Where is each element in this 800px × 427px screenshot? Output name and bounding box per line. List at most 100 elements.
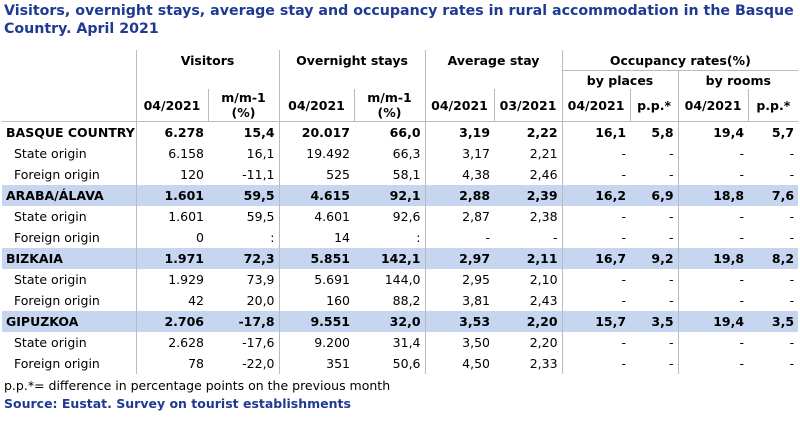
table-cell: -: [424, 227, 495, 248]
col-visitors-0421: 04/2021: [135, 89, 208, 122]
table-row: Foreign origin 42 20,0 160 88,2 3,81 2,43- - - -: [2, 290, 798, 311]
table-cell: -: [677, 206, 749, 227]
table-cell: 4,38: [424, 164, 495, 185]
table-cell: 1.601: [135, 206, 208, 227]
table-cell: 0: [135, 227, 208, 248]
table-cell: 6.158: [135, 143, 208, 164]
table-cell: 2,87: [424, 206, 495, 227]
table-cell: 3,5: [630, 311, 679, 332]
table-cell: -: [669, 167, 674, 182]
table-cell: -: [789, 293, 795, 308]
origin-label: Foreign origin: [14, 167, 100, 182]
table-cell: 2,21: [529, 146, 558, 161]
table-cell: -: [561, 332, 631, 353]
table-cell: 1.929: [135, 269, 208, 290]
table-cell: -: [789, 335, 795, 350]
table-cell: -: [561, 164, 631, 185]
table-cell: 19.492: [278, 143, 355, 164]
footnote: p.p.*= difference in percentage points o…: [4, 378, 391, 393]
table-cell: 15,4: [208, 121, 280, 143]
table-cell: 92,1: [354, 185, 426, 206]
table-cell: -: [561, 227, 631, 248]
table-cell: -: [669, 146, 674, 161]
table-cell: 7,6: [748, 185, 799, 206]
table-cell: 19,8: [677, 248, 749, 269]
table-cell: 3,53: [424, 311, 495, 332]
table-cell: 120: [135, 164, 208, 185]
statistics-table: Visitors Overnight stays Average stay Oc…: [2, 50, 799, 374]
table-cell: -: [669, 293, 674, 308]
table-cell: 5,7: [748, 121, 799, 143]
table-cell: -: [669, 335, 674, 350]
region-row: GIPUZKOA 2.706 -17,8 9.551 32,0 3,53 2,20 15,7 3…: [2, 311, 799, 332]
table-cell: :: [416, 230, 421, 245]
table-cell: 5,8: [630, 121, 679, 143]
table-cell: 59,5: [246, 209, 275, 224]
table-cell: 4,50: [424, 353, 495, 374]
table-cell: -: [677, 332, 749, 353]
table-cell: 2,20: [494, 311, 563, 332]
region-label: ARABA/ÁLAVA: [2, 185, 136, 206]
table-title: Visitors, overnight stays, average stay …: [4, 3, 794, 37]
table-cell: 14: [278, 227, 355, 248]
table-cell: 18,8: [677, 185, 749, 206]
table-row: Foreign origin 120 -11,1 525 58,1 4,38 2,46- - -…: [2, 164, 798, 185]
table-cell: 58,1: [392, 167, 421, 182]
table-cell: -: [789, 146, 795, 161]
table-cell: 9,2: [630, 248, 679, 269]
table-cell: -: [561, 206, 631, 227]
table-cell: 6,9: [630, 185, 679, 206]
table-cell: 9.200: [278, 332, 355, 353]
table-cell: 2.628: [135, 332, 208, 353]
col-places-0421: 04/2021: [561, 89, 631, 122]
table-cell: 50,6: [392, 356, 421, 371]
table-cell: -: [789, 230, 795, 245]
col-avg-0421: 04/2021: [424, 89, 495, 122]
region-row: BASQUE COUNTRY 6.278 15,4 20.017 66,0 3,19 2,2…: [2, 121, 799, 143]
origin-label: State origin: [14, 335, 87, 350]
table-cell: 2,43: [529, 293, 558, 308]
table-cell: 59,5: [208, 185, 280, 206]
table-cell: 16,1: [246, 146, 275, 161]
table-cell: 16,2: [561, 185, 631, 206]
table-cell: -17,8: [208, 311, 280, 332]
header-visitors: Visitors: [135, 50, 280, 71]
table-cell: -11,1: [242, 167, 275, 182]
table-cell: 351: [278, 353, 355, 374]
table-row: Foreign origin 78 -22,0 351 50,6 4,50 2,33- - - -: [2, 353, 798, 374]
table-cell: 31,4: [392, 335, 421, 350]
origin-label: Foreign origin: [14, 356, 100, 371]
table-cell: 2,88: [424, 185, 495, 206]
table-cell: 15,7: [561, 311, 631, 332]
col-stays-mm1: m/m-1 (%): [353, 89, 426, 122]
table-cell: 20,0: [246, 293, 275, 308]
table-cell: -: [669, 272, 674, 287]
table-cell: -: [561, 269, 631, 290]
table-cell: -: [677, 164, 749, 185]
table-cell: 2,11: [494, 248, 563, 269]
table-cell: 2.706: [135, 311, 208, 332]
table-cell: -: [789, 272, 795, 287]
table-cell: 3,5: [748, 311, 799, 332]
table-cell: 66,0: [354, 121, 426, 143]
table-cell: 9.551: [278, 311, 355, 332]
region-label: BASQUE COUNTRY: [2, 121, 136, 143]
table-cell: 2,20: [529, 335, 558, 350]
col-places-pp: p.p.*: [629, 89, 679, 122]
table-cell: 4.601: [278, 206, 355, 227]
col-visitors-mm1: m/m-1 (%): [207, 89, 280, 122]
table-cell: 88,2: [392, 293, 421, 308]
col-rooms-pp: p.p.*: [747, 89, 799, 122]
table-cell: -: [677, 269, 749, 290]
header-overnight-stays: Overnight stays: [278, 50, 426, 71]
table-cell: 42: [135, 290, 208, 311]
table-cell: 160: [278, 290, 355, 311]
table-cell: 2,22: [494, 121, 563, 143]
origin-label: State origin: [14, 209, 87, 224]
table-cell: :: [270, 230, 275, 245]
table-cell: 144,0: [384, 272, 421, 287]
table-cell: 5.851: [278, 248, 355, 269]
table-row: State origin 1.929 73,9 5.691 144,0 2,95 2,10-…: [2, 269, 798, 290]
table-cell: 2,97: [424, 248, 495, 269]
table-cell: 2,10: [529, 272, 558, 287]
